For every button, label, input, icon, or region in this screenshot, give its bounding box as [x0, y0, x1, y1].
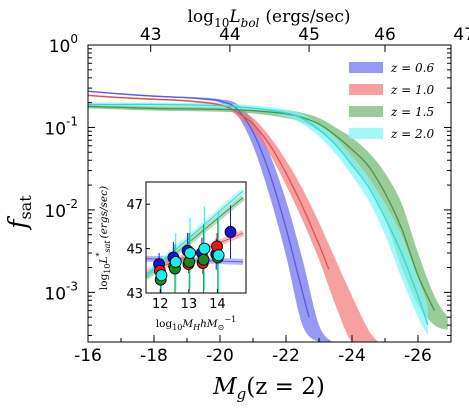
x-tick-label-2: -18	[140, 346, 168, 366]
band-2	[88, 94, 379, 342]
legend-label-3: z = 1.5	[390, 105, 434, 119]
inset-y-tick-label-3: 47	[126, 198, 143, 213]
y-tick-label-4: 10-3	[44, 279, 78, 304]
main-axis-ticks	[87, 44, 452, 342]
band-4	[88, 102, 428, 336]
legend-label-1: z = 0.6	[390, 61, 434, 75]
y-tick-label-1: 100	[49, 32, 78, 57]
series-line-3	[88, 105, 436, 311]
top-tick-label-5: 47	[453, 25, 469, 45]
series-line-1	[88, 90, 310, 318]
band-3	[88, 104, 448, 330]
legend-label-2: z = 1.0	[390, 83, 434, 97]
x-tick-label-5: -24	[338, 346, 366, 366]
legend: z = 0.6 z = 1.0 z = 1.5 z = 2.0	[349, 61, 434, 141]
top-tick-label-2: 44	[219, 25, 241, 45]
top-tick-label-3: 45	[298, 25, 320, 45]
top-tick-label-1: 43	[140, 25, 162, 45]
legend-swatch-1	[349, 62, 383, 73]
legend-swatch-4	[349, 128, 383, 139]
inset-y-axis-label: log10L*sat(ergs/sec)	[95, 186, 112, 290]
legend-label-4: z = 2.0	[390, 127, 434, 141]
y-tick-labels: 100 10-1 10-2 10-3	[44, 32, 78, 304]
top-axis-label: log10Lbol (ergs/sec)	[188, 7, 351, 30]
main-plot-area	[88, 90, 448, 342]
inset-y-tick-label-1: 43	[126, 287, 143, 302]
series-line-4	[88, 103, 429, 326]
series-line-2	[88, 94, 330, 270]
inset-point	[169, 256, 182, 268]
inset-x-tick-label-2: 13	[181, 297, 198, 312]
x-axis-label: Mg(z = 2)	[212, 374, 325, 403]
inset-axis-ticks: 12 13 14 43 45 47	[126, 198, 225, 312]
inset-point	[197, 253, 210, 266]
inset-point	[212, 249, 225, 262]
y-tick-label-3: 10-2	[44, 197, 78, 222]
inset-plot-area	[146, 188, 246, 293]
x-tick-labels: -16 -18 -20 -22 -24 -26	[74, 346, 432, 366]
inset-point	[198, 242, 211, 255]
inset-y-tick-label-2: 45	[126, 243, 143, 258]
legend-swatch-2	[349, 84, 383, 95]
inset-point	[155, 269, 168, 282]
top-tick-label-4: 46	[374, 25, 396, 45]
inset-point	[224, 226, 237, 238]
x-tick-label-3: -20	[206, 346, 234, 366]
inset-x-tick-label-1: 12	[152, 297, 169, 312]
x-tick-label-1: -16	[74, 346, 102, 366]
main-axes-frame	[87, 44, 452, 343]
x-tick-label-6: -26	[404, 346, 432, 366]
inset-chart: 12 13 14 43 45 47 log10MHhM⊙−1 log10L*sat(erg…	[95, 181, 247, 332]
y-axis-label: fsat	[3, 195, 35, 231]
inset-frame	[145, 181, 247, 294]
legend-swatch-3	[349, 106, 383, 117]
band-1	[88, 90, 333, 342]
inset-point	[184, 247, 196, 259]
inset-x-tick-label-3: 14	[209, 297, 226, 312]
x-tick-label-4: -22	[272, 346, 300, 366]
y-tick-label-2: 10-1	[44, 114, 78, 139]
top-tick-labels: 43 44 45 46 47	[140, 25, 469, 45]
inset-x-axis-label: log10MHhM⊙−1	[156, 315, 236, 332]
